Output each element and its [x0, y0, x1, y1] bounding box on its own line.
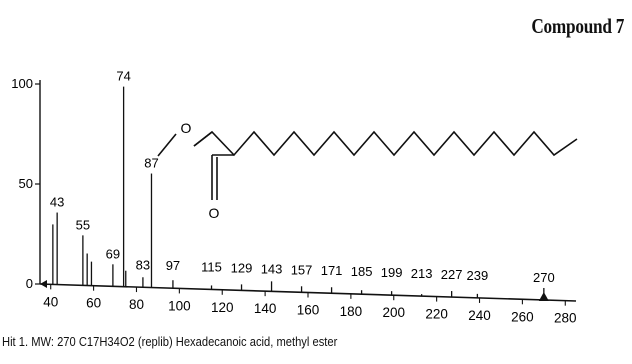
methoxy-bond	[157, 133, 177, 157]
peak-label: 171	[321, 263, 343, 278]
peak-label: 115	[201, 259, 222, 274]
x-tick-label: 80	[129, 297, 144, 312]
x-tick-label: 120	[211, 300, 234, 315]
x-tick-label: 260	[511, 309, 534, 324]
peak-label: 97	[166, 258, 180, 273]
peak-label: 213	[411, 266, 433, 281]
x-tick-label: 60	[86, 296, 101, 311]
x-axis-left-arrow	[40, 280, 47, 288]
peak-label: 83	[136, 257, 150, 272]
peak-label: 239	[467, 268, 489, 283]
x-tick-label: 280	[554, 311, 577, 326]
y-tick-label: 100	[11, 76, 33, 91]
peak-label: 55	[76, 217, 90, 232]
peak-label: 74	[116, 69, 130, 84]
peak-label: 199	[381, 265, 403, 280]
peak-label: 87	[144, 156, 158, 171]
compound-label: Compound 7	[531, 14, 624, 38]
peak-label: 69	[106, 246, 120, 261]
x-tick-label: 220	[425, 307, 448, 322]
x-tick-label: 160	[297, 303, 320, 318]
peak-label: 185	[351, 264, 373, 279]
library-hit-caption: Hit 1. MW: 270 C17H34O2 (replib) Hexadec…	[2, 334, 338, 349]
peak-label: 157	[291, 262, 313, 277]
peak-label: 227	[441, 267, 463, 282]
peak-label: 143	[261, 261, 283, 276]
peak-label: 129	[231, 260, 253, 275]
x-tick-label: 40	[43, 294, 58, 309]
x-tick-label: 200	[382, 305, 405, 320]
y-tick-label: 0	[26, 276, 33, 291]
alkyl-chain	[193, 130, 578, 157]
ester-bond	[193, 131, 213, 147]
x-tick-label: 180	[340, 304, 363, 319]
x-tick-label: 140	[254, 301, 277, 316]
x-tick-label: 240	[468, 308, 491, 323]
ester-oxygen-atom: O	[181, 120, 192, 136]
molecular-ion-marker	[538, 291, 549, 301]
x-tick-label: 100	[168, 298, 191, 313]
y-tick-label: 50	[19, 176, 33, 191]
peak-label: 43	[50, 195, 64, 210]
peak-label: 270	[533, 270, 555, 285]
carbonyl-oxygen-atom: O	[209, 205, 220, 221]
